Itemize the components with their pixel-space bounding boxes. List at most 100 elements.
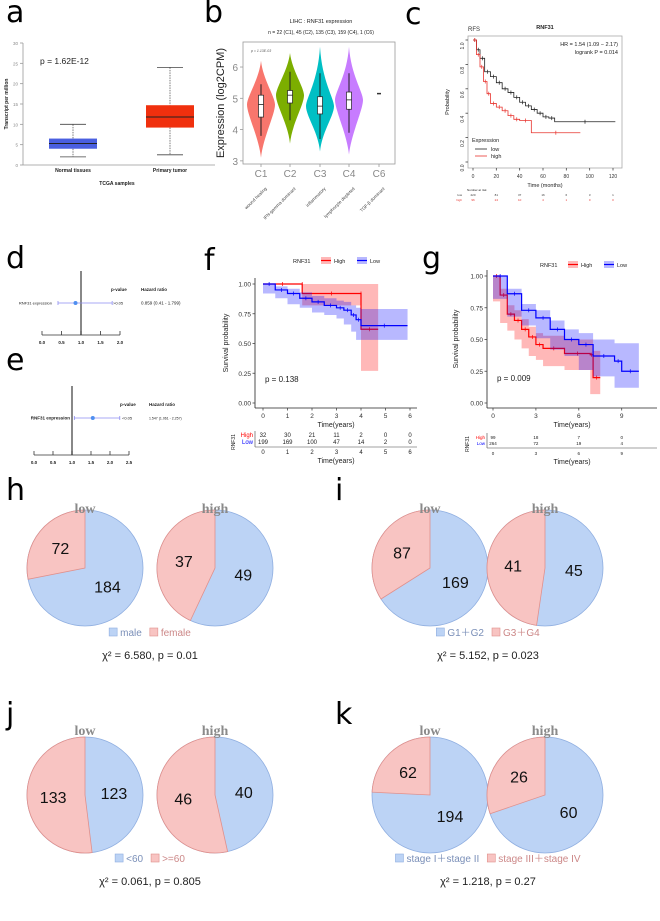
pie-title: high [202, 724, 229, 739]
risk-x-tick-label: 9 [620, 451, 623, 456]
y-tick-label: 0.50 [238, 341, 251, 348]
risk-row-label: low [457, 193, 462, 197]
panel-label: a [6, 0, 24, 30]
x-tick-label: 9 [620, 413, 624, 420]
x-tick-label: 2 [310, 413, 314, 420]
legend-title: RNF31 [293, 259, 310, 265]
pie-value-red: 133 [40, 790, 67, 807]
x-tick-label: 2.5 [126, 460, 133, 465]
x-axis-label: Time (months) [527, 183, 562, 189]
legend-label: Low [370, 259, 380, 265]
risk-value: 18 [533, 435, 539, 440]
risk-value: 199 [258, 440, 269, 446]
x-tick-label: 1.5 [97, 340, 104, 345]
legend-swatch-red [149, 627, 159, 637]
risk-value: 0 [384, 433, 388, 439]
p-value-header: p-value [120, 402, 136, 407]
y-axis-label: Transcript per million [4, 79, 10, 130]
pie-slice-red [371, 736, 431, 796]
p-value-annotation: p = 1.62E-12 [40, 56, 89, 66]
panel-label: k [335, 697, 353, 732]
y-tick-label: 0.75 [238, 311, 251, 318]
panel-label: e [6, 343, 24, 378]
risk-value: 99 [490, 435, 496, 440]
box [258, 94, 264, 118]
legend-swatch-red [150, 853, 160, 863]
x-tick-label: 1.0 [69, 460, 76, 465]
pie-value-blue: 45 [565, 563, 583, 580]
box [346, 91, 352, 110]
risk-row-label: high [456, 198, 462, 202]
pie-slice-red [26, 736, 93, 854]
x-sublabel: IFN-gamma dominant [262, 186, 297, 221]
x-axis-label: TCGA samples [99, 181, 135, 187]
risk-value: 7 [578, 435, 581, 440]
rfs-label: RFS [468, 27, 480, 33]
chi-square-text: χ² = 0.061, p = 0.805 [99, 876, 201, 888]
pie-value-blue: 194 [437, 809, 464, 826]
p-value-annotation: p = 0.138 [265, 375, 299, 384]
x-tick-label: C3 [314, 169, 327, 180]
legend-swatch-blue [436, 627, 445, 637]
x-sublabel: wound healing [244, 186, 268, 210]
pie-value-red: 41 [504, 559, 522, 576]
x-tick-label: 120 [609, 174, 618, 180]
y-tick-label: 0.25 [238, 371, 251, 378]
risk-x-tick-label: 6 [578, 451, 581, 456]
chi-square-text: χ² = 1.218, p = 0.27 [440, 876, 536, 888]
y-tick-label: 0.50 [470, 337, 483, 344]
y-tick-label: 0.6 [460, 91, 466, 98]
risk-row-label: High [476, 435, 486, 440]
risk-value: 100 [307, 440, 318, 446]
box [146, 105, 194, 128]
pie-title: high [532, 724, 559, 739]
y-tick-label: 1.0 [460, 42, 466, 49]
hazard-ratio-text: HR = 1.54 (1.09 − 2.17) [560, 42, 618, 48]
pie-value-blue: 60 [560, 805, 578, 822]
plot-frame [467, 35, 623, 169]
y-tick-label: 0.75 [470, 305, 483, 312]
y-tick-label: 30 [13, 41, 19, 46]
risk-value: 1 [612, 193, 614, 197]
legend-swatch-blue [108, 627, 118, 637]
risk-x-tick-label: 0 [261, 450, 265, 456]
risk-x-tick-label: 6 [408, 450, 412, 456]
legend-swatch-red [491, 627, 501, 637]
risk-value: 19 [576, 441, 582, 446]
y-tick-label: 5 [15, 143, 18, 148]
x-tick-label: 60 [540, 174, 546, 180]
x-tick-label: 0.0 [31, 460, 38, 465]
p-value-annotation: p = 1.13E-03 [250, 49, 271, 53]
legend-label: <60 [126, 854, 143, 865]
y-tick-label: 0.00 [238, 401, 251, 408]
risk-value: 30 [284, 433, 291, 439]
legend-label: High [581, 263, 592, 269]
x-sublabel: TGF-β dominant [359, 186, 386, 213]
legend-label: Low [617, 263, 627, 269]
legend-label: G1＋G2 [447, 628, 484, 639]
chi-square-text: χ² = 6.580, p = 0.01 [102, 650, 198, 662]
x-tick-label: 2.0 [107, 460, 114, 465]
risk-value: 0 [589, 198, 591, 202]
x-tick-label: 6 [408, 413, 412, 420]
pie-slice-red [486, 736, 546, 815]
y-tick-label: 0.4 [460, 115, 466, 122]
risk-value: 4 [620, 441, 623, 446]
y-tick-label: 6 [232, 63, 238, 74]
x-tick-label: 100 [585, 174, 594, 180]
panel-label: h [6, 473, 25, 508]
chart-title: RNF31 [536, 25, 553, 31]
chart-subtitle: n = 22 (C1), 45 (C2), 135 (C3), 159 (C4)… [268, 30, 374, 36]
hazard-ratio-value: 1.547 (1.061 - 2.257) [149, 417, 182, 421]
pie-value-blue: 49 [234, 567, 252, 584]
pie-value-blue: 184 [94, 579, 121, 596]
survival-curve-low [493, 275, 639, 372]
risk-value: 0 [408, 440, 412, 446]
pie-slice-red [486, 509, 546, 626]
x-tick-label: 3 [335, 413, 339, 420]
legend-label: high [491, 154, 501, 160]
legend-label: High [334, 259, 345, 265]
y-tick-label: 3 [232, 157, 238, 168]
x-tick-label: 0 [491, 413, 495, 420]
